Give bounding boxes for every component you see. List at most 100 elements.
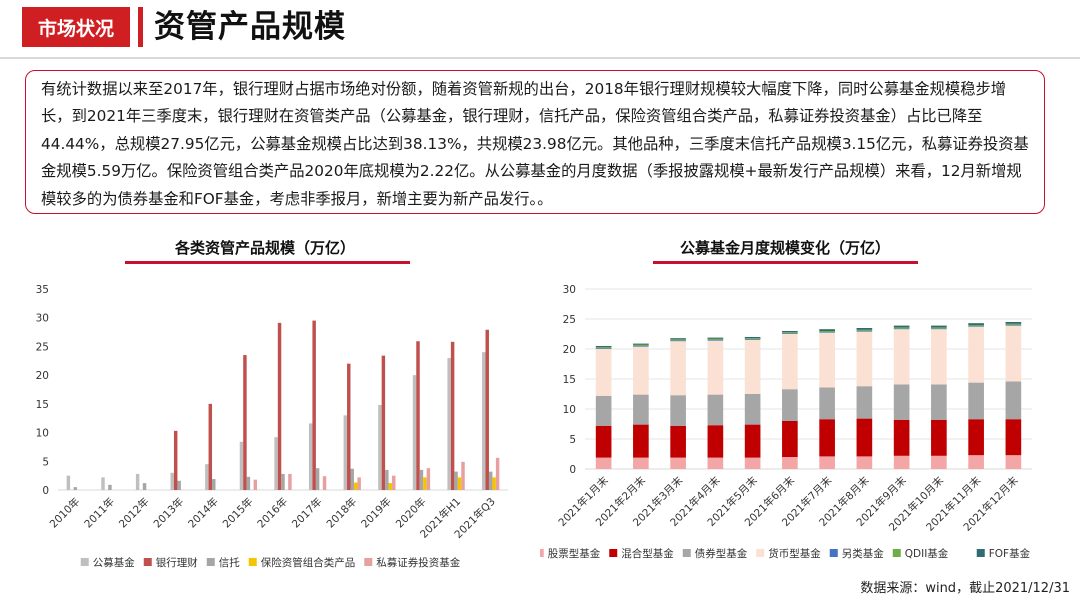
chart2-bar [893, 325, 910, 328]
chart2-y-tick-label: 5 [569, 434, 576, 446]
chart2-bar [707, 340, 724, 395]
chart1-bar [454, 471, 458, 490]
chart2-y-tick-label: 10 [563, 404, 576, 416]
chart1-y-tick-label: 35 [36, 284, 49, 296]
chart2-bar [633, 343, 649, 345]
chart2-bar [782, 421, 798, 457]
chart1-x-tick-label: 2014年 [185, 495, 221, 531]
chart2-bar [819, 332, 835, 333]
chart1-y-tick-label: 30 [36, 313, 49, 325]
chart2-bar [931, 329, 947, 385]
chart1-legend-label: 信托 [219, 556, 240, 569]
chart1-bar [347, 363, 351, 490]
chart2-bar [968, 326, 984, 383]
chart2-bar [595, 347, 612, 349]
chart2-legend-swatch [976, 549, 985, 557]
chart2-y-tick-label: 25 [563, 314, 576, 326]
chart2-legend-swatch [829, 549, 838, 557]
chart2-bar [856, 386, 873, 419]
chart2-bar [707, 340, 724, 341]
chart2-bar [931, 384, 947, 420]
chart2-bar [1005, 325, 1022, 326]
chart2-bar [931, 328, 947, 330]
chart2-bar [968, 382, 984, 420]
chart1-bar [482, 352, 486, 490]
chart1-x-tick-label: 2018年 [324, 495, 360, 531]
chart1-y-tick-label: 25 [36, 341, 49, 353]
data-source: 数据来源：wind，截止2021/12/31 [860, 581, 1070, 596]
chart2-bar [819, 331, 835, 333]
chart1-bar [173, 430, 178, 490]
chart2-bar [1005, 381, 1022, 420]
chart1-bar [412, 375, 417, 490]
chart1-bar [447, 357, 451, 490]
chart2-bar [782, 457, 798, 469]
chart2-bar [744, 457, 761, 469]
chart2-bar [633, 344, 649, 346]
chart2-legend-label: 另类基金 [842, 547, 884, 560]
chart1-bar [419, 469, 424, 490]
chart1-bar [385, 469, 389, 490]
chart2-legend-swatch [609, 549, 618, 557]
chart2-bar [595, 348, 612, 349]
chart1-y-tick-label: 20 [36, 370, 49, 382]
chart2-bar [931, 455, 947, 469]
chart1-legend-swatch [80, 558, 89, 566]
chart2-bar [893, 328, 910, 330]
chart2-bar [819, 329, 835, 331]
chart2-bar [893, 384, 910, 420]
chart2-y-tick-label: 15 [563, 374, 576, 386]
chart1-x-tick-label: 2013年 [151, 495, 187, 531]
chart2-bar [707, 394, 724, 426]
chart2-title: 公募基金月度规模变化（万亿） [679, 239, 890, 257]
section-tag: 市场状况 [22, 7, 130, 47]
chart1-bar [426, 468, 431, 490]
chart1-bar [492, 477, 496, 490]
chart1-bar [457, 477, 462, 490]
chart1-bar [246, 476, 251, 490]
chart1-bar [381, 355, 386, 490]
chart1-bar [308, 423, 313, 490]
chart1-bar [142, 483, 147, 490]
chart1-y-tick-label: 5 [42, 456, 49, 468]
chart2-bar [633, 394, 649, 425]
chart1-bar [495, 457, 500, 490]
chart2-bar [782, 331, 798, 333]
chart2-bar [856, 418, 873, 457]
chart1-bar [73, 487, 78, 490]
chart2-bar [1005, 455, 1022, 469]
chart1-bar [461, 461, 465, 490]
chart2-legend-swatch [756, 549, 765, 557]
chart2-bar [707, 337, 724, 339]
chart1-bar [416, 341, 420, 490]
chart1-bar [450, 341, 455, 490]
chart1-x-tick-label: 2017年 [289, 495, 325, 531]
chart2-legend-label: 货币型基金 [768, 547, 821, 560]
chart1-bar [392, 475, 396, 490]
chart2-bar [968, 326, 984, 327]
chart2-bar [1005, 325, 1022, 382]
chart2-bar [670, 339, 686, 341]
chart1-bar [212, 479, 216, 490]
chart2-bar [595, 395, 612, 426]
chart1-bar [205, 464, 209, 490]
chart2-bar [744, 340, 761, 394]
header-divider [138, 7, 143, 47]
chart1-bar [350, 468, 354, 490]
chart2-bar [744, 338, 761, 340]
chart2-bar [1005, 323, 1022, 325]
chart1-bar [388, 483, 393, 490]
chart1-bar [135, 473, 140, 490]
chart2-bar [595, 457, 612, 469]
chart1-legend-label: 公募基金 [93, 556, 135, 569]
chart2-bar [782, 334, 798, 390]
chart1-bar [357, 477, 361, 490]
chart2-legend-swatch [540, 549, 544, 557]
chart2-legend-label: 混合型基金 [621, 547, 674, 560]
chart2-bar [670, 395, 686, 426]
chart2-bar [782, 333, 798, 334]
chart2-y-tick-label: 30 [563, 284, 576, 296]
chart2-bar [782, 332, 798, 334]
chart1-x-tick-label: 2012年 [116, 495, 152, 531]
